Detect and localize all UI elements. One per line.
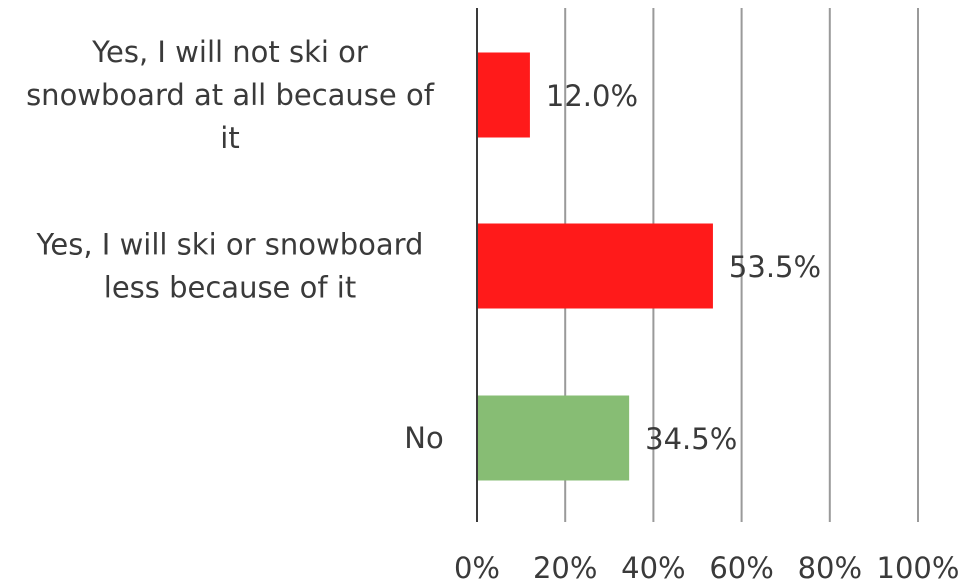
- x-tick-label-20: 20%: [533, 551, 597, 585]
- x-tick-label-0: 0%: [454, 551, 500, 585]
- data-label-0: 12.0%: [546, 79, 638, 113]
- category-label-2: No: [404, 421, 443, 455]
- bar-1: [477, 223, 713, 309]
- x-tick-label-40: 40%: [621, 551, 685, 585]
- bar-2: [477, 395, 630, 481]
- bar-0: [477, 52, 530, 138]
- x-tick-label-100: 100%: [877, 551, 960, 585]
- x-tick-labels: 0% 20% 40% 60% 80% 100%: [454, 551, 959, 585]
- data-label-2: 34.5%: [645, 422, 737, 456]
- x-tick-label-80: 80%: [798, 551, 862, 585]
- data-labels: 12.0% 53.5% 34.5%: [546, 79, 821, 456]
- category-label-0: Yes, I will not ski or snowboard at all b…: [26, 35, 435, 155]
- data-label-1: 53.5%: [729, 250, 821, 284]
- bars: [477, 52, 713, 481]
- category-label-1: Yes, I will ski or snowboard less because…: [36, 228, 424, 305]
- category-labels: Yes, I will not ski or snowboard at all b…: [26, 35, 444, 455]
- x-tick-label-60: 60%: [709, 551, 773, 585]
